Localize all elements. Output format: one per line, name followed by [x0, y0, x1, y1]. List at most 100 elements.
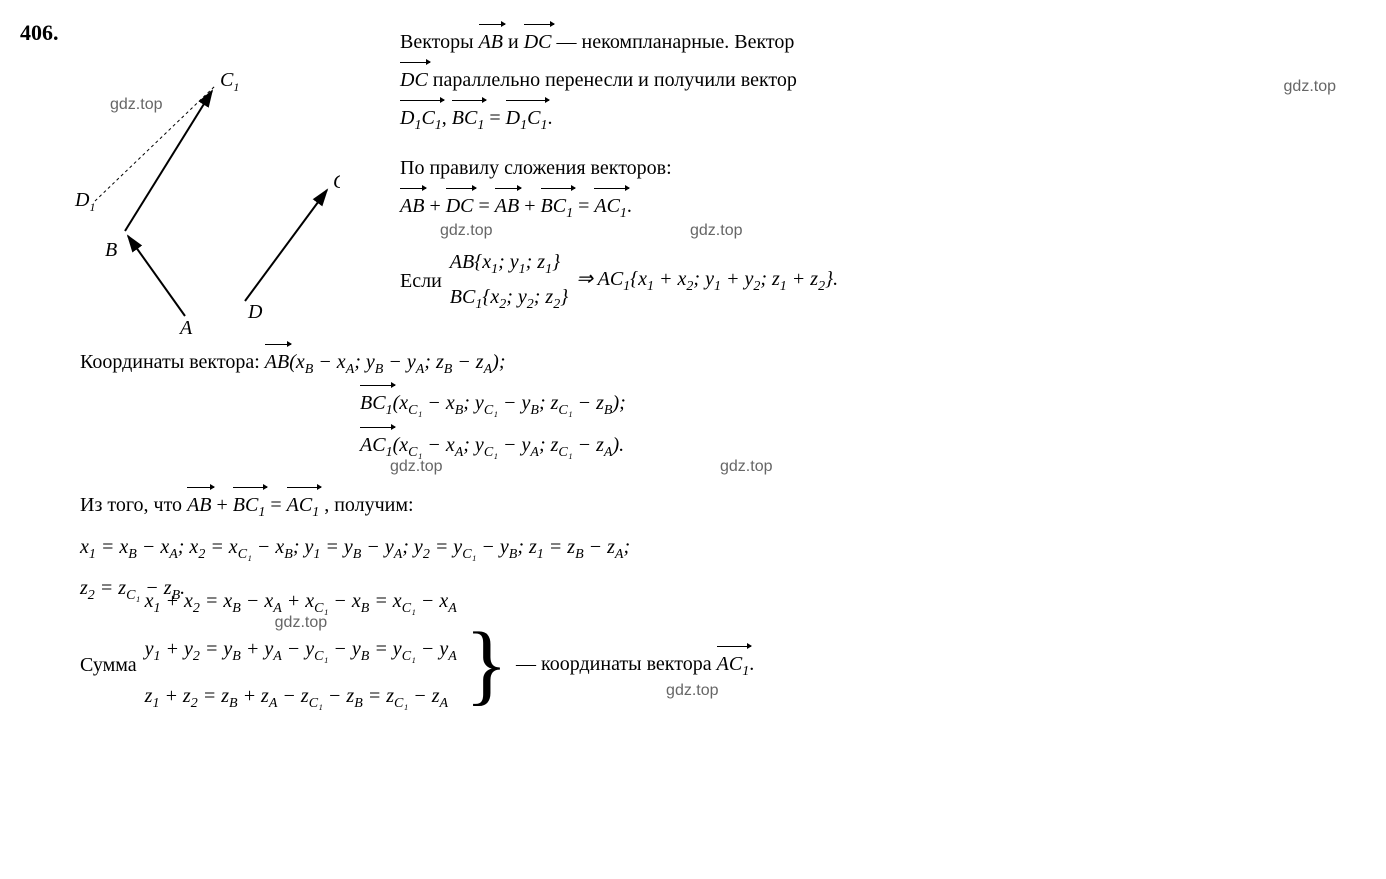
c1c: − y	[383, 351, 415, 373]
watermark-2: gdz.top	[1284, 74, 1336, 100]
syA2: A	[448, 649, 457, 664]
e2s: 2	[88, 588, 95, 603]
e1d: = x	[205, 536, 237, 558]
t5c: +	[519, 195, 540, 217]
label-A: A	[178, 317, 193, 336]
e1m: = z	[544, 536, 575, 558]
t3c: .	[547, 107, 552, 129]
e1A2: A	[394, 547, 403, 562]
right-brace: }	[465, 629, 508, 701]
e1s: 1	[89, 547, 96, 562]
sx: x	[145, 590, 154, 612]
e1A: A	[169, 547, 178, 562]
sxf: = x	[369, 590, 401, 612]
rb: .	[749, 653, 754, 675]
t6a: Если	[400, 265, 442, 297]
ds3: 1	[312, 505, 319, 520]
c2e: − z	[573, 392, 604, 414]
label-D: D	[247, 301, 263, 323]
syc: + y	[241, 638, 273, 660]
t6d: ; z	[526, 251, 545, 273]
sy: y	[145, 638, 154, 660]
szc: + z	[238, 685, 269, 707]
e1: x	[80, 536, 89, 558]
t5a: +	[424, 195, 445, 217]
t3v2: BC	[452, 107, 478, 129]
c3sC2: C₁	[484, 445, 498, 460]
sxA2: A	[448, 601, 457, 616]
diagram-svg: A B C1 D1 D C	[20, 56, 340, 336]
da: Из того, что	[80, 494, 187, 516]
left-column: 406. gdz.top A B C1	[20, 20, 400, 336]
text-line-5: AB + DC = AB + BC1 = AC1. gdz.top gdz.to…	[400, 190, 1366, 225]
label-C1: C1	[220, 69, 239, 94]
t6g: + x	[654, 268, 686, 290]
t6arrow: ⇒ AC	[576, 268, 623, 290]
sza: + z	[159, 685, 190, 707]
e1f: ; y	[293, 536, 314, 558]
t5b: =	[474, 195, 495, 217]
t6i: + y	[721, 268, 753, 290]
text-line-6: Если AB{x1; y1; z1} BC1{x2; y2; z2} ⇒ AC…	[400, 246, 1366, 317]
t3s1b: 1	[435, 118, 442, 133]
dv3: AC	[287, 494, 313, 516]
label-C: C	[333, 171, 340, 193]
e1g: = y	[320, 536, 352, 558]
syC2: C₁	[402, 649, 416, 664]
c2f: );	[612, 392, 625, 414]
right-column: Векторы AB и DC — некомпланарные. Вектор…	[400, 20, 1366, 323]
vec-AB-1: AB	[479, 31, 503, 53]
c2sC3: C₁	[558, 403, 572, 418]
vBC1: BC	[541, 195, 567, 217]
watermark-9: gdz.top	[666, 678, 718, 704]
sum-lines: gdz.top x1 + x2 = xB − xA + xC₁ − xB = x…	[145, 615, 457, 715]
t6k: + z	[787, 268, 818, 290]
t6h: ; y	[693, 268, 714, 290]
t3v3b: C	[527, 107, 540, 129]
c3sA: A	[455, 445, 464, 460]
t5e: .	[627, 195, 632, 217]
e1j: = y	[430, 536, 462, 558]
t6f: {x	[630, 268, 647, 290]
e1h: − y	[361, 536, 393, 558]
c3e: − z	[573, 434, 604, 456]
vAB2: AB	[495, 195, 519, 217]
e1s4: 2	[423, 547, 430, 562]
syb: = y	[200, 638, 232, 660]
c1sA2: A	[416, 362, 425, 377]
c3d: ; z	[539, 434, 558, 456]
t6s2: 1	[519, 262, 526, 277]
vDC: DC	[446, 195, 474, 217]
e1C2: C₁	[462, 547, 476, 562]
c2v: BC	[360, 392, 386, 414]
szd: − z	[277, 685, 308, 707]
c3f: ).	[612, 434, 624, 456]
sys2: 2	[193, 649, 200, 664]
t6bc: ; y	[506, 286, 527, 308]
c1b: ; y	[354, 351, 375, 373]
c1v: AB	[265, 351, 289, 373]
sxs2: 2	[193, 601, 200, 616]
c3sA2: A	[530, 445, 539, 460]
c2vs: 1	[386, 403, 393, 418]
c3b: ; y	[463, 434, 484, 456]
text-line-1: Векторы AB и DC — некомпланарные. Вектор	[400, 26, 1366, 58]
sxe: − x	[328, 590, 360, 612]
c2sC2: C₁	[484, 403, 498, 418]
db: +	[212, 494, 233, 516]
t6l: }.	[825, 268, 838, 290]
szf: = z	[363, 685, 394, 707]
t6c: ; y	[498, 251, 519, 273]
t3v3: D	[506, 107, 520, 129]
t6bd: ; z	[534, 286, 553, 308]
t6hs1: 1	[714, 279, 721, 294]
szB: B	[229, 696, 238, 711]
t6bb: {x	[482, 286, 499, 308]
watermark-3: gdz.top	[440, 218, 492, 244]
t3s2: 1	[477, 118, 484, 133]
syC: C₁	[314, 649, 328, 664]
szC2: C₁	[394, 696, 408, 711]
c1sA3: A	[484, 362, 493, 377]
szB2: B	[354, 696, 363, 711]
syA: A	[273, 649, 282, 664]
